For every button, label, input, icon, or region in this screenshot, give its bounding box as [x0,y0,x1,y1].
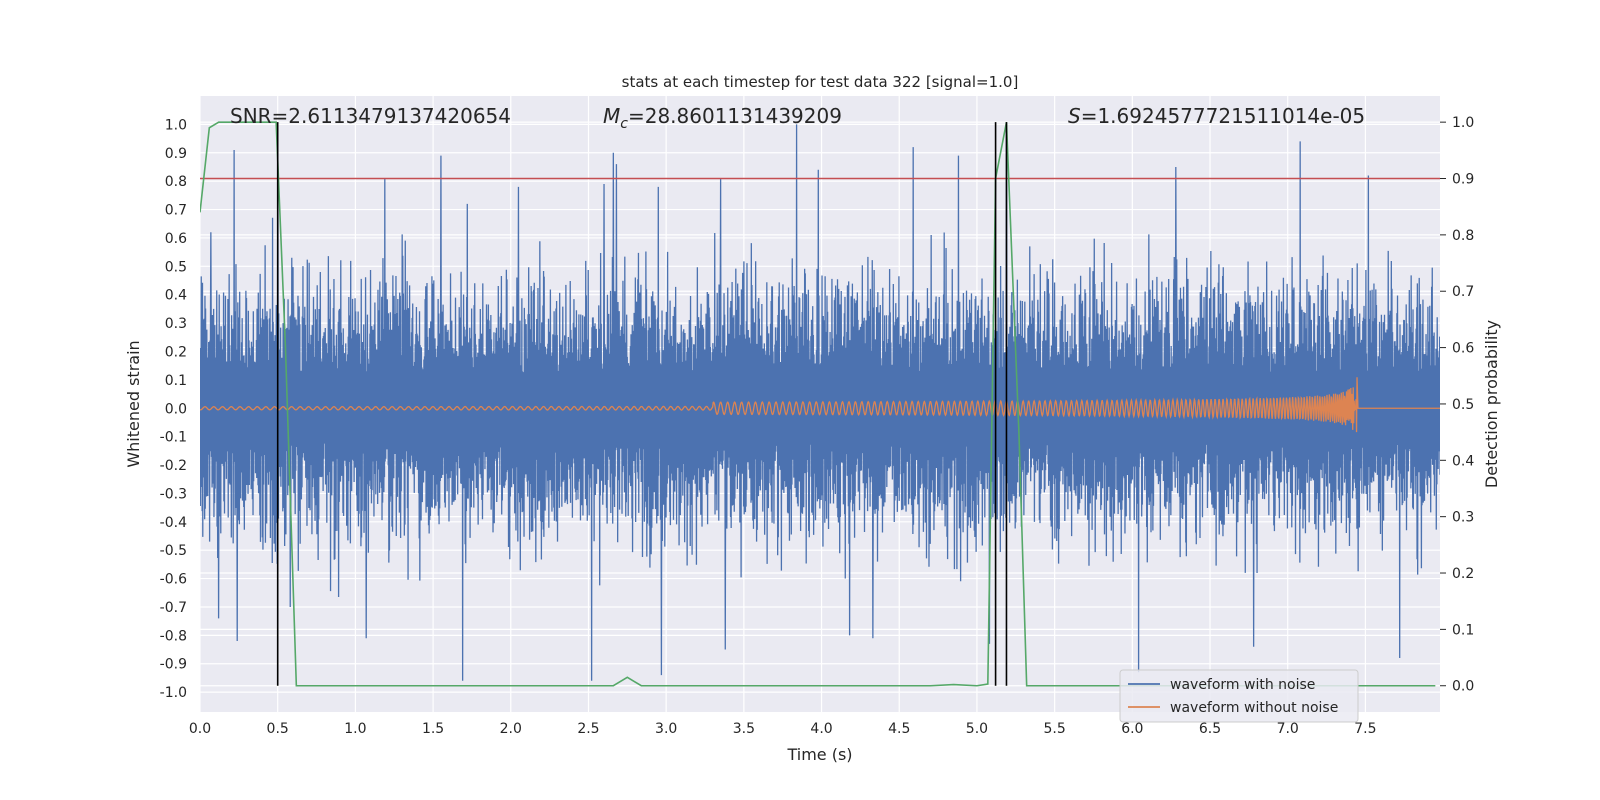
y-right-tick-label: 0.6 [1452,341,1474,357]
snr-annotation: SNR=2.6113479137420654 [230,104,511,128]
y-left-tick-label: 0.5 [165,259,187,275]
y-right-tick-label: 0.1 [1452,622,1474,638]
x-axis-label: Time (s) [786,745,852,764]
x-tick-label: 4.0 [810,721,832,737]
legend-box [1119,669,1359,723]
legend: waveform with noise waveform without noi… [1119,669,1359,723]
s-symbol: S [1068,104,1081,128]
y-left-tick-label: 0.4 [165,288,187,304]
y-left-tick-label: 0.6 [165,231,187,247]
mc-value: =28.8601131439209 [628,104,842,128]
y-axis-left-label: Whitened strain [124,340,143,467]
mc-subscript: c [620,116,628,132]
y-left-tick-label: -0.1 [160,430,187,446]
y-left-tick-label: 1.0 [165,117,187,133]
y-left-tick-label: -0.5 [160,543,187,559]
y-right-tick-label: 1.0 [1452,115,1474,131]
y-right-tick-label: 0.9 [1452,172,1474,188]
legend-label-clean: waveform without noise [1170,700,1338,716]
s-value: =1.6924577721511014e-05 [1081,104,1365,128]
y-right-tick-label: 0.8 [1452,228,1474,244]
y-left-tick-label: 0.1 [165,373,187,389]
chart-title: stats at each timestep for test data 322… [622,73,1019,91]
x-tick-label: 0.0 [189,721,211,737]
x-tick-label: 1.5 [422,721,444,737]
y-right-tick-label: 0.2 [1452,566,1474,582]
y-axis-right-label: Detection probability [1482,320,1501,488]
x-tick-label: 4.5 [888,721,910,737]
chirp-mass-annotation: Mc=28.8601131439209 [603,104,842,132]
y-left-tick-label: -0.8 [160,628,187,644]
y-left-tick-label: 0.9 [165,146,187,162]
y-left-tick-label: 0.2 [165,344,187,360]
series-detection-probability [200,121,1436,687]
x-tick-label: 2.5 [577,721,599,737]
y-left-tick-label: 0.0 [165,401,187,417]
y-left-tick-label: -0.6 [160,572,187,588]
y-left-tick-label: -1.0 [160,685,187,701]
y-left-tick-label: -0.4 [160,515,187,531]
x-tick-label: 5.0 [966,721,988,737]
y-right-tick-label: 0.0 [1452,679,1474,695]
y-right-tick-label: 0.4 [1452,453,1474,469]
x-tick-label: 3.5 [733,721,755,737]
series-waveform-with-noise [200,124,1440,681]
y-left-tick-label: -0.2 [160,458,187,474]
series-waveform-without-noise [200,377,1440,433]
y-left-tick-label: -0.3 [160,486,187,502]
s-annotation: S=1.6924577721511014e-05 [1068,104,1365,128]
y-left-tick-label: -0.9 [160,657,187,673]
y-left-tick-label: 0.7 [165,203,187,219]
x-tick-label: 6.5 [1199,721,1221,737]
legend-label-noise: waveform with noise [1170,677,1315,693]
x-tick-label: 5.5 [1044,721,1066,737]
x-tick-label: 0.5 [267,721,289,737]
x-tick-label: 7.0 [1277,721,1299,737]
mc-symbol: M [603,104,620,128]
y-left-tick-label: -0.7 [160,600,187,616]
y-right-tick-label: 0.7 [1452,284,1474,300]
y-left-tick-label: 0.8 [165,174,187,190]
x-tick-label: 6.0 [1121,721,1143,737]
x-tick-label: 7.5 [1354,721,1376,737]
y-right-tick-label: 0.5 [1452,397,1474,413]
x-tick-label: 3.0 [655,721,677,737]
x-tick-label: 1.0 [344,721,366,737]
y-left-tick-label: 0.3 [165,316,187,332]
y-right-tick-label: 0.3 [1452,510,1474,526]
x-tick-label: 2.0 [500,721,522,737]
